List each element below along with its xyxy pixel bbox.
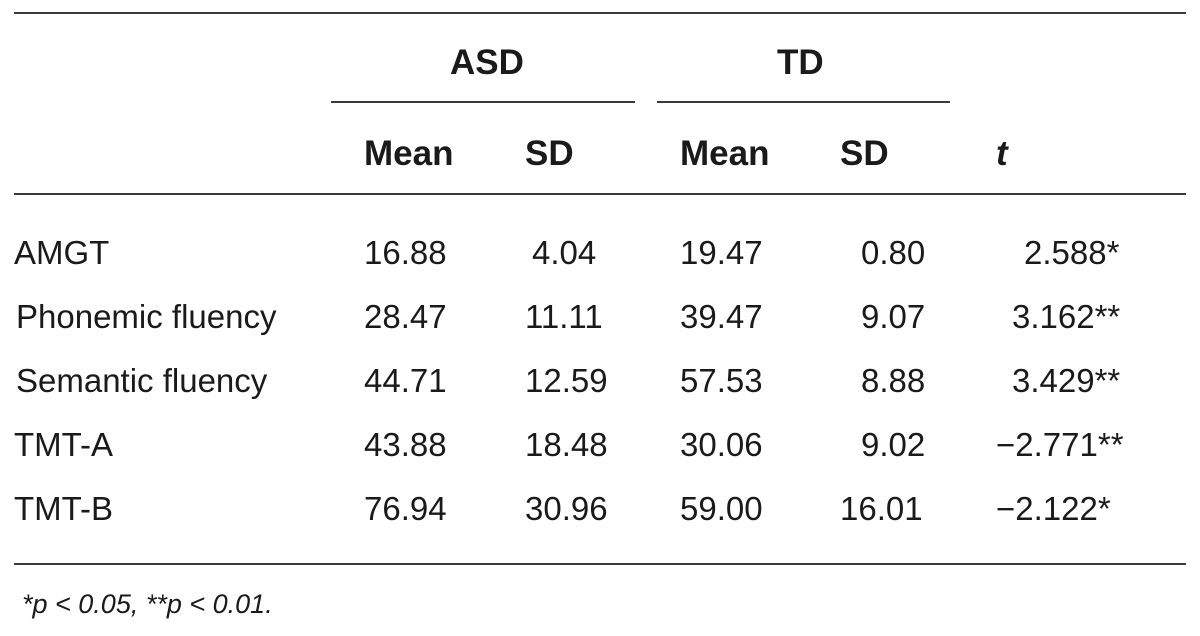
asd-sd-cell: 4.04 (532, 234, 597, 271)
row-label: AMGT (14, 234, 110, 271)
asd-sd-cell: 30.96 (525, 490, 608, 527)
t-value-cell: −2.771** (996, 426, 1124, 463)
td-sd-cell: 0.80 (861, 234, 926, 271)
group-header-td: TD (777, 43, 824, 82)
td-mean-cell: 19.47 (680, 234, 763, 271)
asd-mean-cell: 44.71 (364, 362, 447, 399)
t-value-cell: 3.429** (1012, 362, 1121, 399)
asd-mean-cell: 28.47 (364, 298, 447, 335)
top-rule (14, 12, 1186, 14)
td-mean-cell: 59.00 (680, 490, 763, 527)
asd-sd-cell: 12.59 (525, 362, 608, 399)
row-label: Phonemic fluency (16, 298, 277, 335)
column-header-t: t (996, 134, 1008, 173)
td-mean-cell: 30.06 (680, 426, 763, 463)
bottom-rule (14, 563, 1186, 565)
asd-group-underline (331, 101, 635, 103)
asd-mean-cell: 76.94 (364, 490, 447, 527)
column-header-asd-mean: Mean (364, 134, 454, 173)
column-header-td-sd: SD (840, 134, 889, 173)
group-header-asd: ASD (450, 43, 524, 82)
column-header-td-mean: Mean (680, 134, 770, 173)
td-mean-cell: 39.47 (680, 298, 763, 335)
td-group-underline (657, 101, 950, 103)
column-header-asd-sd: SD (525, 134, 574, 173)
t-value-cell: −2.122* (996, 490, 1111, 527)
t-value-cell: 3.162** (1012, 298, 1121, 335)
asd-mean-cell: 43.88 (364, 426, 447, 463)
asd-mean-cell: 16.88 (364, 234, 447, 271)
td-sd-cell: 8.88 (861, 362, 926, 399)
row-label: TMT-A (14, 426, 113, 463)
td-sd-cell: 16.01 (840, 490, 923, 527)
row-label: Semantic fluency (16, 362, 268, 399)
td-sd-cell: 9.02 (861, 426, 926, 463)
table-footnote: *p < 0.05, **p < 0.01. (22, 589, 273, 619)
t-value-cell: 2.588* (1024, 234, 1120, 271)
td-sd-cell: 9.07 (861, 298, 926, 335)
header-rule (14, 193, 1186, 195)
asd-sd-cell: 11.11 (525, 298, 603, 335)
asd-sd-cell: 18.48 (525, 426, 608, 463)
td-mean-cell: 57.53 (680, 362, 763, 399)
row-label: TMT-B (14, 490, 113, 527)
